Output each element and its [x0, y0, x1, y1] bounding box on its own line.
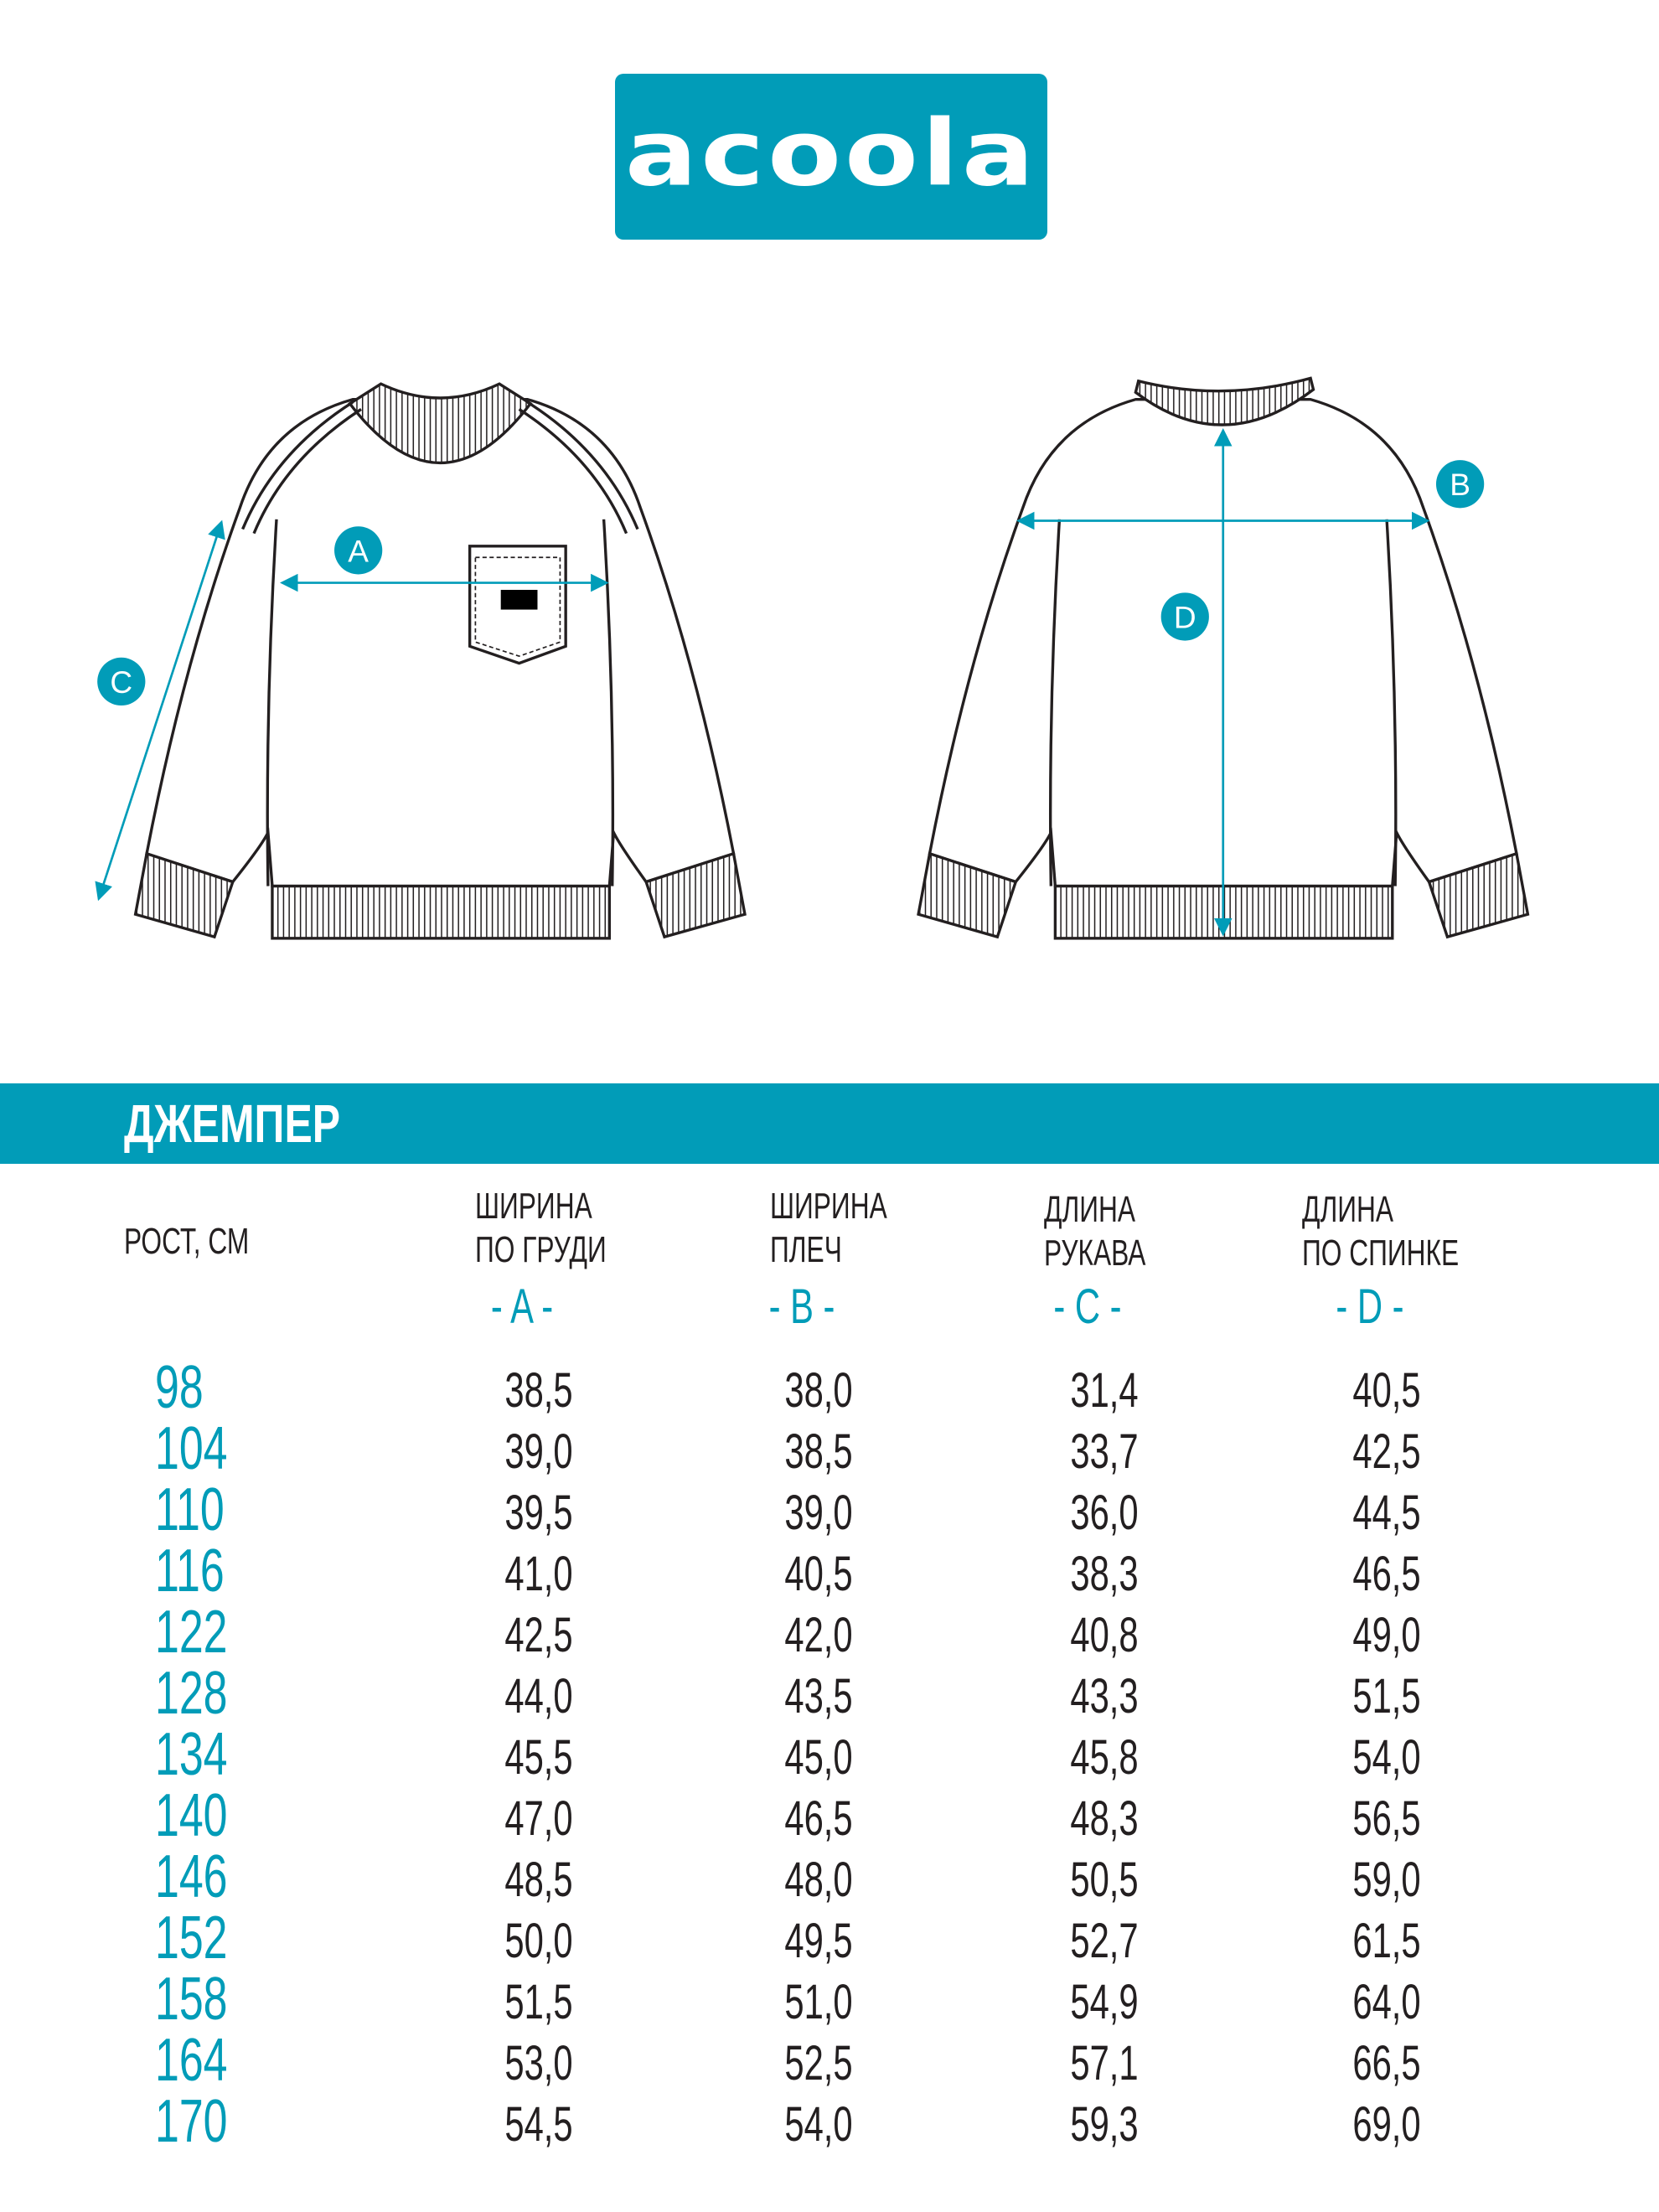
- size-cell: 152: [155, 1904, 228, 1972]
- value-cell: 49,0: [1352, 1608, 1421, 1662]
- value-cell: 50,5: [1070, 1853, 1139, 1907]
- value-cell: 52,7: [1070, 1914, 1139, 1968]
- size-cell: 122: [155, 1599, 228, 1666]
- value-cell: 38,5: [784, 1424, 853, 1479]
- size-cell: 128: [155, 1660, 228, 1727]
- brand-logo: acoola: [615, 74, 1047, 240]
- size-cell: 140: [155, 1782, 228, 1849]
- value-cell: 43,5: [784, 1669, 853, 1724]
- value-cell: 64,0: [1352, 1975, 1421, 2029]
- size-cell: 110: [155, 1476, 225, 1543]
- column-header-line1: ДЛИНА: [1044, 1189, 1136, 1230]
- value-cell: 51,5: [1352, 1669, 1421, 1724]
- label-a: A: [348, 533, 369, 568]
- logo-text: acoola: [624, 101, 1038, 207]
- title-banner: [0, 1083, 1659, 1164]
- column-letter: - C -: [1053, 1279, 1122, 1334]
- column-letter: - A -: [490, 1279, 554, 1334]
- value-cell: 31,4: [1070, 1363, 1139, 1418]
- column-header-line2: ПО СПИНКЕ: [1302, 1233, 1460, 1274]
- value-cell: 40,8: [1070, 1608, 1139, 1662]
- value-cell: 38,5: [504, 1363, 573, 1418]
- marker-d: [1160, 592, 1209, 641]
- value-cell: 57,1: [1070, 2036, 1139, 2091]
- column-header-line2: ПО ГРУДИ: [475, 1229, 607, 1270]
- column-letter: - D -: [1336, 1279, 1404, 1334]
- value-cell: 50,0: [504, 1914, 573, 1968]
- product-title: ДЖЕМПЕР: [124, 1093, 341, 1154]
- value-cell: 54,5: [504, 2097, 573, 2152]
- value-cell: 42,0: [784, 1608, 853, 1662]
- value-cell: 38,3: [1070, 1547, 1139, 1601]
- column-header-line2: ПЛЕЧ: [770, 1229, 842, 1270]
- value-cell: 36,0: [1070, 1486, 1139, 1540]
- value-cell: 40,5: [1352, 1363, 1421, 1418]
- value-cell: 54,9: [1070, 1975, 1139, 2029]
- size-cell: 170: [155, 2088, 228, 2155]
- value-cell: 40,5: [784, 1547, 853, 1601]
- value-cell: 61,5: [1352, 1914, 1421, 1968]
- value-cell: 59,0: [1352, 1853, 1421, 1907]
- value-cell: 48,3: [1070, 1791, 1139, 1846]
- column-header-line1: ШИРИНА: [475, 1186, 592, 1227]
- value-cell: 59,3: [1070, 2097, 1139, 2152]
- value-cell: 42,5: [504, 1608, 573, 1662]
- label-c: C: [110, 664, 132, 700]
- size-cell: 104: [155, 1415, 228, 1482]
- value-cell: 52,5: [784, 2036, 853, 2091]
- size-cell: 134: [155, 1721, 228, 1788]
- value-cell: 38,0: [784, 1363, 853, 1418]
- size-cell: 116: [155, 1538, 225, 1605]
- label-b: B: [1450, 467, 1470, 502]
- value-cell: 45,8: [1070, 1730, 1139, 1785]
- value-cell: 45,5: [504, 1730, 573, 1785]
- value-cell: 51,5: [504, 1975, 573, 2029]
- size-header: РОСТ, СМ: [124, 1221, 250, 1262]
- value-cell: 56,5: [1352, 1791, 1421, 1846]
- value-cell: 44,5: [1352, 1486, 1421, 1540]
- column-letter: - B -: [768, 1279, 835, 1334]
- value-cell: 39,0: [784, 1486, 853, 1540]
- column-header-line1: ДЛИНА: [1302, 1189, 1394, 1230]
- value-cell: 69,0: [1352, 2097, 1421, 2152]
- garment-diagram: A C B D: [95, 376, 1530, 940]
- size-cell: 158: [155, 1966, 228, 2033]
- size-cell: 146: [155, 1843, 228, 1910]
- value-cell: 39,0: [504, 1424, 573, 1479]
- value-cell: 46,5: [784, 1791, 853, 1846]
- value-cell: 45,0: [784, 1730, 853, 1785]
- value-cell: 44,0: [504, 1669, 573, 1724]
- value-cell: 46,5: [1352, 1547, 1421, 1601]
- value-cell: 33,7: [1070, 1424, 1139, 1479]
- value-cell: 66,5: [1352, 2036, 1421, 2091]
- value-cell: 54,0: [784, 2097, 853, 2152]
- label-d: D: [1174, 599, 1196, 634]
- marker-b: [1435, 460, 1485, 509]
- value-cell: 41,0: [504, 1547, 573, 1601]
- size-cell: 98: [155, 1354, 204, 1421]
- value-cell: 47,0: [504, 1791, 573, 1846]
- column-header-line2: РУКАВА: [1044, 1233, 1146, 1274]
- value-cell: 43,3: [1070, 1669, 1139, 1724]
- value-cell: 48,5: [504, 1853, 573, 1907]
- column-header-line1: ШИРИНА: [770, 1186, 887, 1227]
- value-cell: 53,0: [504, 2036, 573, 2091]
- arrow-c: [95, 519, 225, 902]
- value-cell: 48,0: [784, 1853, 853, 1907]
- value-cell: 51,0: [784, 1975, 853, 2029]
- value-cell: 54,0: [1352, 1730, 1421, 1785]
- pocket-label: [500, 589, 538, 610]
- sweater-front: [133, 382, 747, 940]
- size-cell: 164: [155, 2027, 228, 2094]
- value-cell: 42,5: [1352, 1424, 1421, 1479]
- value-cell: 49,5: [784, 1914, 853, 1968]
- marker-c: [97, 657, 146, 706]
- marker-a: [334, 526, 383, 575]
- value-cell: 39,5: [504, 1486, 573, 1540]
